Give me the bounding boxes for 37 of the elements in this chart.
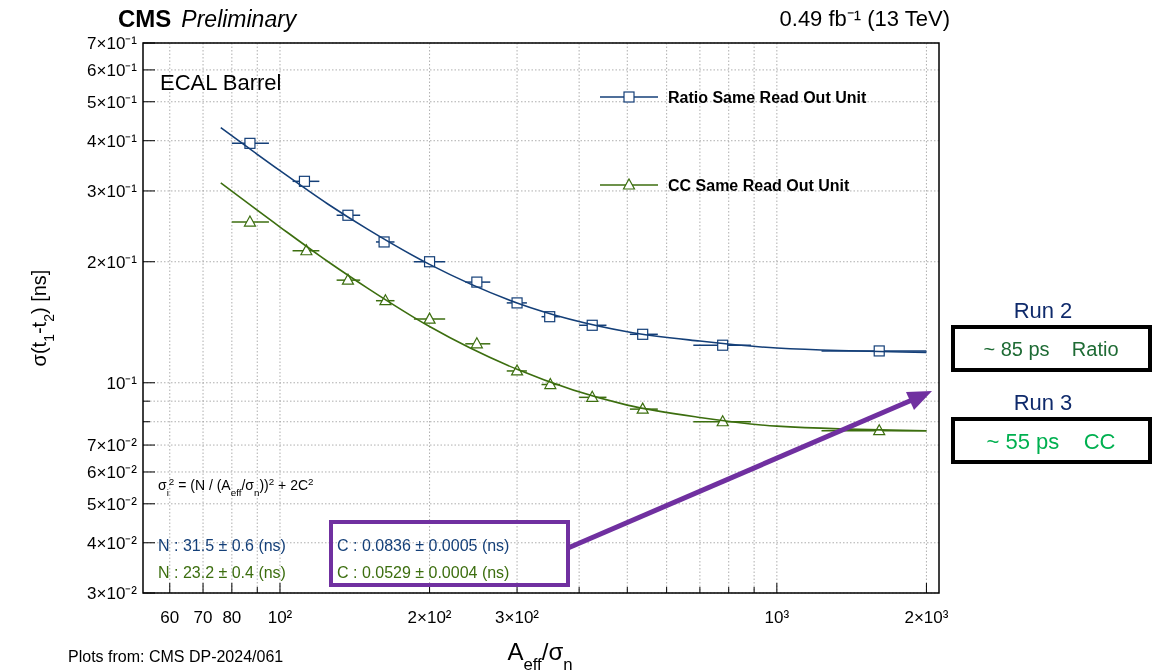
- y-tick-label: 7×10⁻²: [87, 436, 138, 456]
- legend-label: Ratio Same Read Out Unit: [668, 89, 867, 106]
- legend-label: CC Same Read Out Unit: [668, 177, 851, 194]
- chart-title: CMS: [118, 5, 172, 32]
- chart-subtitle: Preliminary: [181, 6, 298, 32]
- annotation: N : 23.2 ± 0.4 (ns): [158, 564, 286, 581]
- x-tick-label: 80: [222, 608, 242, 627]
- x-tick-label: 3×10²: [495, 608, 540, 627]
- y-tick-label: 6×10⁻¹: [87, 60, 138, 80]
- text: Run 2: [1013, 298, 1073, 323]
- text: Run 3: [1013, 390, 1073, 415]
- text: 0.49 fb⁻¹ (13 TeV): [779, 6, 950, 31]
- y-tick-label: 2×10⁻¹: [87, 252, 138, 272]
- text: ~ 85 ps Ratio: [983, 338, 1119, 360]
- y-tick-label: 4×10⁻²: [87, 533, 138, 553]
- annotation: N : 31.5 ± 0.6 (ns): [158, 537, 286, 554]
- x-axis-title: A$_{eff}$/σ$_{n}$: [507, 638, 573, 672]
- x-tick-label: 10²: [267, 608, 293, 627]
- y-tick-label: 5×10⁻²: [87, 494, 138, 514]
- y-tick-label: 10⁻¹: [106, 373, 138, 393]
- y-tick-label: 4×10⁻¹: [87, 131, 138, 151]
- text: ~ 55 ps CC: [986, 429, 1116, 454]
- x-tick-label: 2×10²: [407, 608, 452, 627]
- x-tick-label: 10³: [764, 608, 790, 627]
- text: σ$_{i}$$^{2}$ = (N / (A$_{eff}$/σ$_{n}$))$^{2}$ + 2C$^{2}$: [158, 475, 314, 498]
- text: Plots from: CMS DP-2024/061: [68, 648, 284, 665]
- y-tick-label: 7×10⁻¹: [87, 34, 138, 53]
- y-tick-label: 5×10⁻¹: [87, 92, 138, 112]
- annotation: ECAL Barrel: [160, 70, 282, 95]
- y-tick-label: 3×10⁻¹: [87, 181, 138, 201]
- annotation: C : 0.0836 ± 0.0005 (ns): [337, 537, 510, 554]
- x-tick-label: 2×10³: [904, 608, 949, 627]
- x-tick-label: 70: [193, 608, 213, 627]
- y-tick-label: 3×10⁻²: [87, 584, 138, 603]
- annotation: C : 0.0529 ± 0.0004 (ns): [337, 564, 510, 581]
- y-tick-label: 6×10⁻²: [87, 462, 138, 482]
- x-tick-label: 60: [160, 608, 180, 627]
